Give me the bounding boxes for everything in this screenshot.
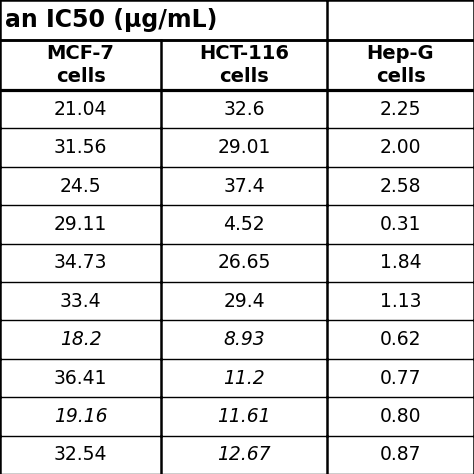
Text: 8.93: 8.93	[223, 330, 265, 349]
Text: 2.58: 2.58	[380, 176, 421, 196]
Text: 1.84: 1.84	[380, 253, 421, 273]
Text: 29.01: 29.01	[218, 138, 271, 157]
Text: 21.04: 21.04	[54, 100, 107, 119]
Text: 36.41: 36.41	[54, 368, 107, 388]
Text: an IC50 (μg/mL): an IC50 (μg/mL)	[5, 8, 217, 32]
Text: 31.56: 31.56	[54, 138, 107, 157]
Text: 29.4: 29.4	[223, 292, 265, 311]
Text: 18.2: 18.2	[60, 330, 101, 349]
Text: HCT-116
cells: HCT-116 cells	[199, 44, 289, 86]
Text: 11.2: 11.2	[223, 368, 265, 388]
Text: 1.13: 1.13	[380, 292, 421, 311]
Text: 32.54: 32.54	[54, 445, 107, 465]
Text: MCF-7
cells: MCF-7 cells	[46, 44, 115, 86]
Text: 0.31: 0.31	[380, 215, 421, 234]
Text: 0.80: 0.80	[380, 407, 421, 426]
Text: 0.87: 0.87	[380, 445, 421, 465]
Text: 2.25: 2.25	[380, 100, 421, 119]
Text: 24.5: 24.5	[60, 176, 101, 196]
Text: 33.4: 33.4	[60, 292, 101, 311]
Text: 37.4: 37.4	[223, 176, 265, 196]
Text: 11.61: 11.61	[218, 407, 271, 426]
Text: 26.65: 26.65	[218, 253, 271, 273]
Text: 0.77: 0.77	[380, 368, 421, 388]
Text: 34.73: 34.73	[54, 253, 107, 273]
Text: 0.62: 0.62	[380, 330, 421, 349]
Text: 29.11: 29.11	[54, 215, 107, 234]
Text: 2.00: 2.00	[380, 138, 421, 157]
Text: 12.67: 12.67	[218, 445, 271, 465]
Text: 19.16: 19.16	[54, 407, 107, 426]
Text: Hep-G
cells: Hep-G cells	[367, 44, 434, 86]
Text: 32.6: 32.6	[223, 100, 265, 119]
Text: 4.52: 4.52	[223, 215, 265, 234]
